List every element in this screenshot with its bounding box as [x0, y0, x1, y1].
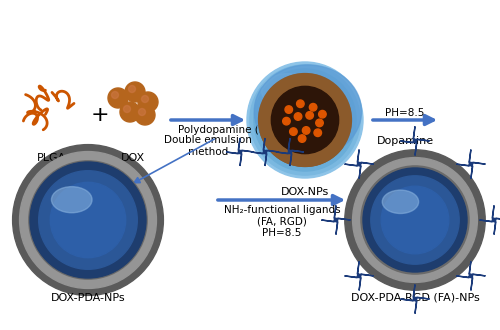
Circle shape: [314, 129, 322, 137]
Ellipse shape: [254, 65, 362, 158]
Circle shape: [285, 106, 292, 113]
Text: DOX-PDA-RGD (FA)-NPs: DOX-PDA-RGD (FA)-NPs: [350, 293, 480, 303]
Circle shape: [128, 85, 136, 92]
Circle shape: [298, 135, 306, 142]
Polygon shape: [400, 284, 430, 313]
Circle shape: [272, 86, 338, 154]
Circle shape: [290, 128, 297, 135]
Polygon shape: [276, 138, 304, 166]
Polygon shape: [456, 149, 486, 179]
Circle shape: [282, 117, 290, 125]
Circle shape: [306, 112, 314, 119]
Polygon shape: [344, 149, 374, 179]
Circle shape: [138, 92, 158, 112]
Circle shape: [247, 62, 363, 178]
Circle shape: [282, 117, 290, 125]
Circle shape: [363, 168, 467, 272]
Polygon shape: [251, 138, 279, 166]
Circle shape: [254, 69, 356, 171]
Circle shape: [258, 74, 352, 166]
Circle shape: [30, 162, 146, 278]
Circle shape: [108, 88, 128, 108]
Circle shape: [310, 104, 317, 111]
Circle shape: [29, 161, 147, 279]
Circle shape: [20, 151, 156, 288]
Polygon shape: [480, 206, 500, 235]
Text: DOX: DOX: [121, 153, 145, 163]
Text: Polydopamine (PDA): Polydopamine (PDA): [134, 125, 284, 183]
Text: Dopamine: Dopamine: [376, 136, 434, 146]
Circle shape: [120, 102, 140, 122]
Circle shape: [135, 105, 155, 125]
Polygon shape: [226, 138, 254, 166]
Text: PLGA: PLGA: [38, 153, 66, 163]
Circle shape: [296, 100, 304, 108]
Text: DOX-NPs: DOX-NPs: [281, 187, 329, 197]
Circle shape: [272, 86, 338, 154]
Ellipse shape: [52, 187, 92, 213]
Circle shape: [50, 182, 126, 258]
Circle shape: [318, 111, 326, 118]
Circle shape: [285, 106, 292, 113]
Ellipse shape: [382, 190, 418, 214]
Circle shape: [296, 100, 304, 108]
Circle shape: [316, 119, 324, 127]
Circle shape: [12, 145, 164, 295]
Circle shape: [125, 82, 145, 102]
Polygon shape: [456, 261, 486, 290]
Circle shape: [112, 91, 118, 98]
Text: NH₂-functional ligands
(FA, RGD)
PH=8.5: NH₂-functional ligands (FA, RGD) PH=8.5: [224, 205, 340, 238]
Circle shape: [294, 113, 302, 120]
Circle shape: [310, 104, 317, 111]
Circle shape: [124, 106, 130, 113]
Text: DOX-PDA-NPs: DOX-PDA-NPs: [50, 293, 126, 303]
Circle shape: [258, 74, 352, 166]
Text: +: +: [90, 105, 110, 125]
Circle shape: [138, 109, 145, 116]
Text: PH=8.5: PH=8.5: [386, 108, 424, 118]
Circle shape: [290, 128, 297, 135]
Circle shape: [302, 127, 310, 134]
Text: Double emulsion
method: Double emulsion method: [164, 135, 252, 157]
Circle shape: [381, 186, 449, 254]
Circle shape: [352, 158, 478, 282]
Circle shape: [302, 127, 310, 134]
Polygon shape: [344, 261, 374, 290]
Circle shape: [250, 65, 360, 175]
Circle shape: [318, 111, 326, 118]
Circle shape: [371, 176, 459, 264]
Circle shape: [258, 74, 352, 166]
Ellipse shape: [262, 74, 314, 108]
Circle shape: [314, 129, 322, 137]
Circle shape: [306, 112, 314, 119]
Polygon shape: [400, 126, 430, 155]
Circle shape: [345, 150, 485, 290]
Polygon shape: [322, 206, 350, 235]
Circle shape: [316, 119, 324, 127]
Circle shape: [298, 135, 306, 142]
Circle shape: [142, 95, 148, 103]
Circle shape: [38, 171, 138, 269]
Circle shape: [294, 113, 302, 120]
Circle shape: [361, 166, 469, 274]
